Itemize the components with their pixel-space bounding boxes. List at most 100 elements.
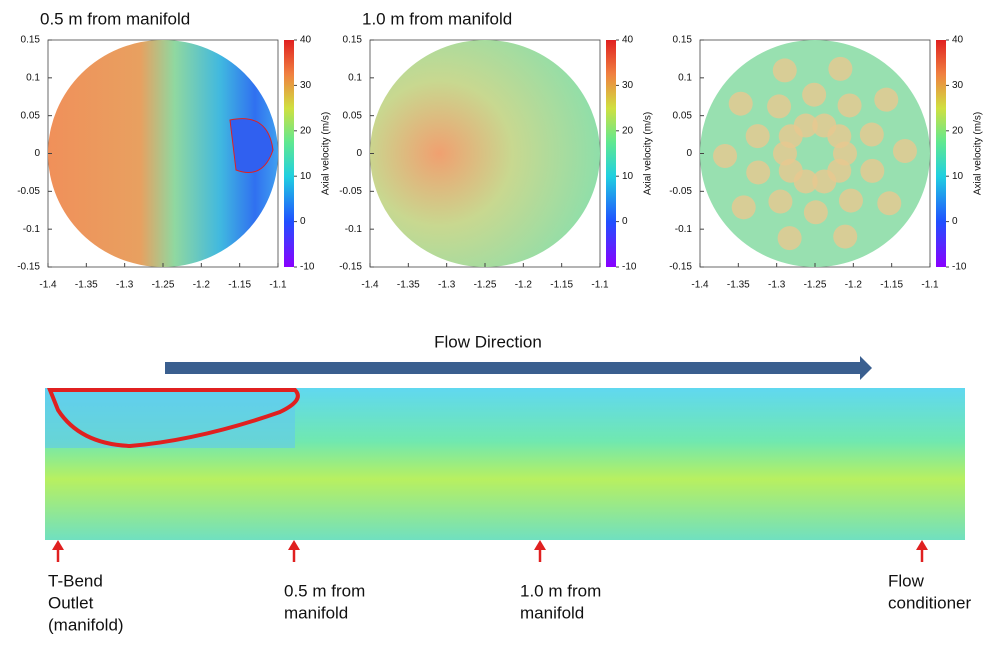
flow-arrow-head [860, 356, 872, 380]
marker-label: (manifold) [48, 615, 124, 634]
colorbar-tick-label: 40 [952, 35, 964, 46]
marker-label: manifold [284, 603, 348, 622]
velocity-blob [731, 195, 756, 220]
marker-label: 1.0 m from [520, 581, 601, 600]
marker-label: manifold [520, 603, 584, 622]
velocity-contour [48, 40, 278, 267]
colorbar-tick-label: 10 [300, 171, 312, 182]
velocity-blob [874, 87, 899, 112]
colorbar-tick-label: 0 [300, 216, 306, 227]
y-tick-label: 0.1 [678, 72, 692, 83]
velocity-blob [877, 191, 902, 216]
velocity-blob [838, 188, 863, 213]
colorbar-tick-label: -10 [952, 262, 967, 273]
velocity-blob [745, 124, 770, 149]
velocity-blob [746, 160, 771, 185]
y-tick-label: 0 [34, 148, 40, 159]
y-tick-label: 0 [356, 148, 362, 159]
y-tick-label: 0.1 [348, 72, 362, 83]
flow-direction-label: Flow Direction [434, 332, 542, 351]
y-tick-label: -0.05 [17, 186, 40, 197]
marker-label: conditioner [888, 593, 972, 612]
colorbar-tick-label: 20 [300, 125, 312, 136]
flow-arrow-shaft [165, 362, 865, 374]
marker-label: 0.5 m from [284, 581, 365, 600]
marker-label: Flow [888, 571, 925, 590]
y-tick-label: 0.05 [21, 110, 41, 121]
colorbar-tick-label: 20 [952, 125, 964, 136]
colorbar-tick-label: -10 [300, 262, 315, 273]
colorbar-label: Axial velocity (m/s) [321, 112, 332, 195]
marker-arrowhead [52, 540, 64, 550]
y-tick-label: -0.15 [669, 262, 692, 273]
velocity-contour [370, 40, 600, 267]
velocity-blob [793, 113, 818, 138]
colorbar [936, 40, 946, 267]
velocity-blob [833, 224, 858, 249]
x-tick-label: -1.35 [75, 280, 98, 291]
x-tick-label: -1.2 [193, 280, 211, 291]
highlight-outline [47, 388, 300, 449]
x-tick-label: -1.3 [116, 280, 134, 291]
y-tick-label: -0.1 [23, 224, 41, 235]
y-tick-label: -0.05 [339, 186, 362, 197]
velocity-blob [827, 124, 852, 149]
colorbar-tick-label: 10 [952, 171, 964, 182]
y-tick-label: 0.05 [673, 110, 693, 121]
colorbar-tick-label: 0 [622, 216, 628, 227]
velocity-blob [772, 58, 797, 83]
velocity-blob [859, 122, 884, 147]
x-tick-label: -1.35 [397, 280, 420, 291]
y-tick-label: 0 [686, 148, 692, 159]
x-tick-label: -1.4 [691, 280, 709, 291]
x-tick-label: -1.2 [515, 280, 533, 291]
x-tick-label: -1.15 [228, 280, 251, 291]
velocity-blob [802, 82, 827, 107]
velocity-blob [892, 139, 917, 164]
x-tick-label: -1.2 [845, 280, 863, 291]
y-tick-label: 0.15 [343, 35, 363, 46]
colorbar-tick-label: 30 [300, 80, 312, 91]
x-tick-label: -1.15 [550, 280, 573, 291]
contour-panel: 0.5 m from manifold -1.4 -1.35 -1.3 -1.25 -1.… [17, 9, 331, 290]
colorbar-tick-label: 20 [622, 125, 634, 136]
x-tick-label: -1.3 [768, 280, 786, 291]
y-tick-label: 0.05 [343, 110, 363, 121]
y-tick-label: -0.15 [339, 262, 362, 273]
x-tick-label: -1.4 [39, 280, 57, 291]
y-tick-label: -0.1 [675, 224, 693, 235]
x-tick-label: -1.4 [361, 280, 379, 291]
colorbar-tick-label: 0 [952, 216, 958, 227]
colorbar-tick-label: 30 [622, 80, 634, 91]
colorbar-label: Axial velocity (m/s) [973, 112, 984, 195]
colorbar-tick-label: 30 [952, 80, 964, 91]
y-tick-label: -0.1 [345, 224, 363, 235]
velocity-blob [768, 189, 793, 214]
contour-panel: 1.0 m from manifold -1.4 -1.35 -1.3 -1.25 -1.… [339, 9, 653, 290]
x-tick-label: -1.35 [727, 280, 750, 291]
marker-arrowhead [288, 540, 300, 550]
colorbar-tick-label: -10 [622, 262, 637, 273]
velocity-contour [700, 40, 930, 267]
colorbar-tick-label: 10 [622, 171, 634, 182]
y-tick-label: 0.15 [673, 35, 693, 46]
marker-arrowhead [916, 540, 928, 550]
velocity-blob [767, 94, 792, 119]
contour-panels: 0.5 m from manifold-1.4 -1.35 -1.3 -1.25 -1.… [17, 9, 983, 290]
marker-label: T-Bend [48, 571, 103, 590]
velocity-blob [803, 200, 828, 225]
colorbar-tick-label: 40 [300, 35, 312, 46]
x-tick-label: -1.1 [921, 280, 939, 291]
panel-title: 1.0 m from manifold [362, 9, 512, 28]
y-tick-label: -0.15 [17, 262, 40, 273]
velocity-blob [713, 143, 738, 168]
colorbar-label: Axial velocity (m/s) [643, 112, 654, 195]
x-tick-label: -1.25 [804, 280, 827, 291]
velocity-blob [828, 56, 853, 81]
flow-diagram: Flow Direction T-Bend Outlet (manifold) 0.5… [45, 332, 972, 634]
x-tick-label: -1.25 [152, 280, 175, 291]
velocity-blob [837, 93, 862, 118]
marker-label: Outlet [48, 593, 94, 612]
x-tick-label: -1.25 [474, 280, 497, 291]
